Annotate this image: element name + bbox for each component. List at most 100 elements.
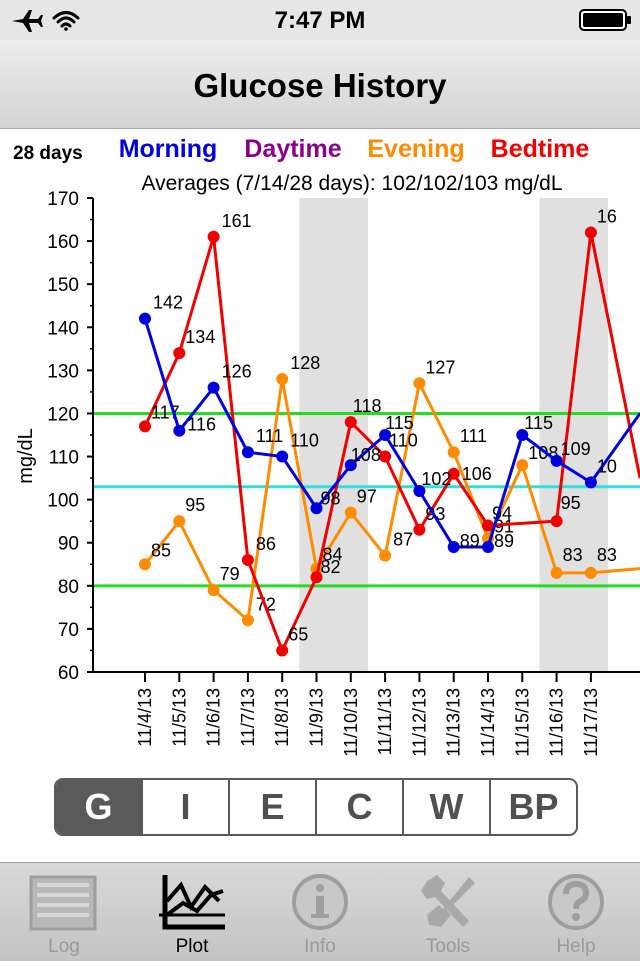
tab-label: Plot (175, 936, 209, 957)
glucose-chart[interactable]: 28 days Morning Daytime Evening Bedtime Ave… (0, 129, 640, 769)
x-tick-label: 11/14/13 (478, 688, 498, 757)
y-tick-label: 110 (49, 448, 79, 469)
tools-icon (421, 875, 475, 927)
morning-point (550, 454, 563, 467)
bedtime-point (447, 467, 460, 480)
y-tick-label: 170 (47, 189, 79, 210)
morning-point (241, 446, 254, 459)
legend-item-morning: Morning (119, 135, 218, 163)
segment-e[interactable]: E (228, 780, 315, 834)
status-bar: 7:47 PM (0, 0, 640, 40)
y-tick-label: 150 (47, 275, 79, 296)
morning-data-label: 115 (385, 413, 414, 433)
y-tick-label: 130 (47, 361, 79, 382)
morning-data-label: 116 (187, 415, 216, 435)
tab-label: Tools (425, 936, 471, 957)
plot-chart-icon (159, 875, 225, 930)
x-tick-label: 11/11/13 (375, 688, 395, 755)
evening-point (550, 566, 563, 579)
segment-w[interactable]: W (402, 780, 489, 834)
log-list-icon (29, 875, 97, 931)
evening-point (413, 377, 426, 390)
morning-data-label: 115 (524, 413, 553, 433)
evening-data-label: 95 (185, 495, 205, 515)
y-tick-label: 70 (58, 620, 79, 641)
x-tick-label: 11/13/13 (444, 688, 464, 757)
evening-point (173, 515, 186, 528)
x-tick-label: 11/12/13 (409, 688, 429, 757)
bedtime-point (482, 519, 494, 532)
bedtime-data-label: 110 (389, 431, 418, 451)
legend-item-evening: Evening (367, 135, 464, 163)
y-axis-label: mg/dL (15, 428, 37, 484)
evening-point (344, 506, 357, 519)
morning-data-label: 102 (421, 469, 451, 489)
tab-plot[interactable]: Plot (128, 863, 256, 961)
morning-data-label: 10 (597, 456, 617, 476)
x-tick-label: 11/4/13 (135, 688, 155, 747)
tab-help[interactable]: Help (512, 863, 640, 961)
reference-lines (93, 411, 640, 588)
evening-data-label: 83 (563, 545, 583, 565)
morning-data-label: 110 (290, 431, 319, 451)
wifi-icon (52, 11, 80, 31)
x-tick-label: 11/17/13 (581, 688, 601, 757)
evening-point (276, 372, 289, 385)
evening-data-label: 87 (393, 530, 413, 550)
x-tick-label: 11/7/13 (238, 688, 258, 747)
morning-data-label: 126 (222, 362, 252, 382)
morning-data-label: 142 (153, 293, 183, 313)
morning-point (344, 459, 357, 472)
bedtime-point (173, 347, 186, 360)
y-tick-label: 90 (58, 534, 79, 555)
morning-point (447, 541, 460, 554)
tab-bar: Log Plot Info Tools (0, 862, 640, 961)
battery-icon (579, 9, 631, 31)
morning-point (310, 502, 323, 515)
evening-point (207, 584, 220, 597)
info-icon (292, 874, 348, 930)
graph-type-segment-control[interactable]: G I E C W BP (54, 778, 578, 836)
navigation-bar: Glucose History (0, 40, 640, 129)
legend-item-daytime: Daytime (244, 135, 341, 163)
bedtime-series-line (143, 230, 640, 652)
evening-data-label: 91 (494, 516, 514, 536)
bedtime-data-label: 82 (321, 557, 341, 577)
weekend-shading (299, 198, 609, 672)
y-tick-label: 60 (58, 663, 79, 684)
airplane-mode-icon (12, 10, 43, 32)
segment-c[interactable]: C (315, 780, 402, 834)
evening-point (139, 558, 151, 571)
tab-log[interactable]: Log (0, 863, 128, 961)
evening-data-label: 97 (357, 487, 377, 507)
bedtime-data-label: 134 (185, 327, 215, 347)
chart-legend: Morning Daytime Evening Bedtime (119, 135, 590, 163)
morning-point (207, 381, 220, 394)
x-tick-label: 11/8/13 (272, 688, 292, 747)
segment-g[interactable]: G (56, 780, 141, 834)
morning-data-label: 111 (256, 426, 283, 446)
morning-point (173, 424, 186, 437)
bedtime-data-label: 86 (256, 534, 276, 554)
tab-info[interactable]: Info (256, 863, 384, 961)
bedtime-point (139, 420, 151, 433)
bedtime-data-label: 16 (597, 206, 617, 226)
bedtime-point (207, 230, 220, 243)
evening-data-label: 128 (290, 353, 320, 373)
bedtime-data-label: 106 (462, 464, 492, 484)
y-tick-label: 100 (47, 491, 79, 512)
bedtime-point (241, 553, 254, 566)
weekend-band (299, 198, 368, 672)
segment-bp[interactable]: BP (489, 780, 576, 834)
segment-i[interactable]: I (141, 780, 228, 834)
bedtime-data-label: 65 (288, 624, 308, 644)
x-tick-label: 11/10/13 (341, 688, 361, 757)
help-icon (548, 874, 604, 930)
tab-tools[interactable]: Tools (384, 863, 512, 961)
morning-point (516, 429, 529, 441)
tab-label: Info (304, 936, 336, 957)
x-tick-label: 11/15/13 (512, 688, 532, 757)
evening-data-label: 79 (220, 564, 240, 584)
bedtime-point (550, 515, 563, 528)
